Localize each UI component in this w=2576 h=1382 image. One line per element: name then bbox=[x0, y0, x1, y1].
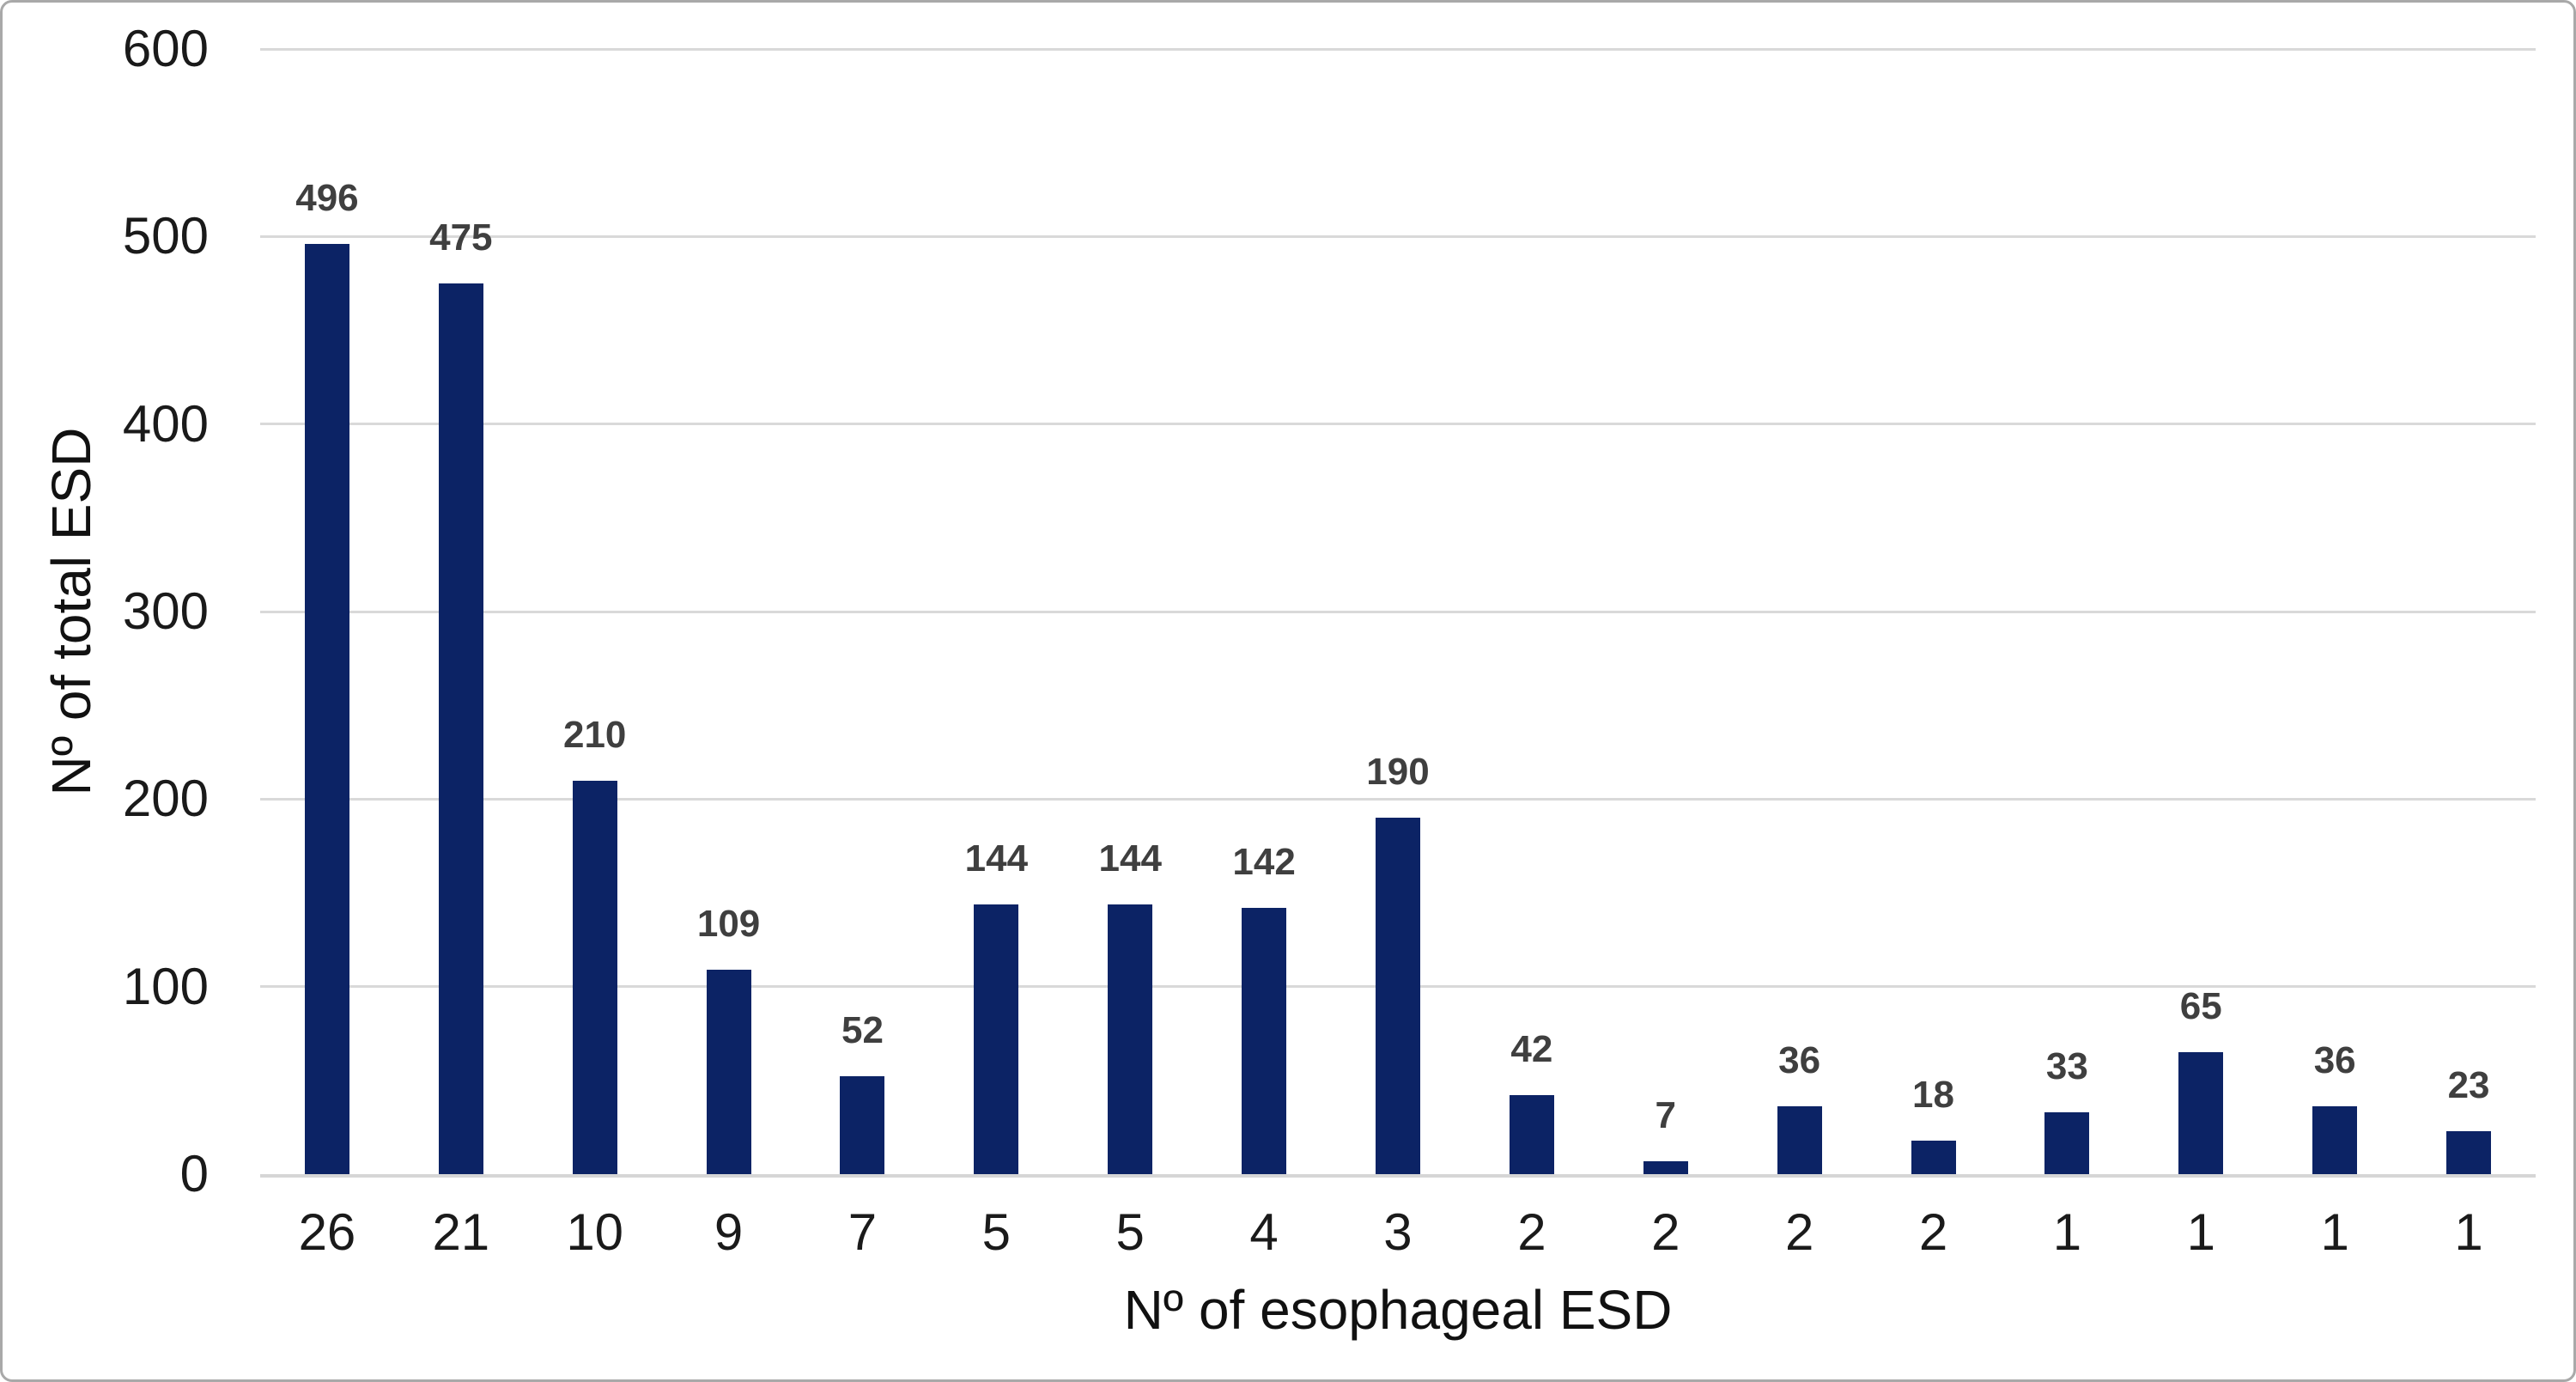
gridline bbox=[260, 797, 2536, 801]
bar bbox=[572, 780, 617, 1174]
y-tick-label: 500 bbox=[122, 207, 209, 265]
x-tick-label: 4 bbox=[1249, 1203, 1279, 1261]
bar-value-label: 210 bbox=[562, 713, 627, 756]
x-tick-label: 1 bbox=[2320, 1203, 2349, 1261]
y-tick-label: 200 bbox=[122, 770, 209, 828]
bar-value-label: 36 bbox=[2313, 1039, 2356, 1082]
bar-value-label: 496 bbox=[295, 177, 359, 220]
y-tick-label: 300 bbox=[122, 582, 209, 640]
bar bbox=[304, 244, 349, 1174]
bar bbox=[1643, 1160, 1688, 1174]
bar-value-label: 65 bbox=[2179, 985, 2222, 1028]
bar bbox=[1777, 1106, 1822, 1174]
y-tick-label: 400 bbox=[122, 394, 209, 453]
bar-value-label: 109 bbox=[696, 903, 761, 946]
bar-value-label: 42 bbox=[1510, 1028, 1553, 1071]
bar bbox=[974, 904, 1019, 1174]
bar-value-label: 36 bbox=[1778, 1039, 1821, 1082]
y-tick-label: 0 bbox=[179, 1145, 209, 1202]
bar bbox=[2044, 1111, 2090, 1174]
bar-value-label: 18 bbox=[1912, 1073, 1954, 1116]
x-tick-label: 2 bbox=[1651, 1203, 1680, 1261]
gridline bbox=[260, 47, 2536, 51]
bar-value-label: 144 bbox=[1098, 837, 1162, 880]
x-tick-label: 9 bbox=[714, 1203, 744, 1261]
x-axis-baseline bbox=[260, 1174, 2536, 1178]
x-tick-label: 2 bbox=[1784, 1203, 1814, 1261]
bar-value-label: 7 bbox=[1655, 1093, 1676, 1136]
gridline bbox=[260, 610, 2536, 613]
bar-value-label: 33 bbox=[2045, 1044, 2088, 1087]
bar bbox=[840, 1076, 885, 1174]
x-tick-label: 10 bbox=[566, 1203, 624, 1261]
y-tick-label: 600 bbox=[122, 20, 209, 77]
x-tick-label: 1 bbox=[2454, 1203, 2483, 1261]
bar bbox=[1108, 904, 1153, 1174]
x-tick-label: 7 bbox=[848, 1203, 878, 1261]
bar-value-label: 52 bbox=[841, 1009, 884, 1052]
bar bbox=[706, 970, 751, 1174]
bar-value-label: 475 bbox=[429, 216, 493, 259]
bar bbox=[1242, 907, 1287, 1174]
bar bbox=[1509, 1095, 1554, 1174]
bar bbox=[2446, 1130, 2492, 1174]
y-tick-label: 100 bbox=[122, 957, 209, 1015]
bar-value-label: 190 bbox=[1366, 751, 1430, 794]
bar-value-label: 23 bbox=[2447, 1063, 2490, 1106]
bar-value-label: 142 bbox=[1232, 840, 1296, 883]
x-tick-label: 1 bbox=[2052, 1203, 2082, 1261]
gridline bbox=[260, 234, 2536, 238]
x-tick-label: 2 bbox=[1918, 1203, 1948, 1261]
bar-value-label: 144 bbox=[964, 837, 1029, 880]
x-tick-label: 1 bbox=[2186, 1203, 2215, 1261]
bar bbox=[1911, 1140, 1956, 1174]
bar bbox=[2178, 1052, 2224, 1174]
x-tick-label: 5 bbox=[981, 1203, 1012, 1261]
x-axis-title: Nº of esophageal ESD bbox=[1123, 1279, 1673, 1341]
bar bbox=[438, 283, 483, 1174]
x-tick-label: 2 bbox=[1517, 1203, 1546, 1261]
x-tick-label: 26 bbox=[298, 1203, 356, 1261]
x-tick-label: 3 bbox=[1383, 1203, 1413, 1261]
gridline bbox=[260, 423, 2536, 426]
x-tick-label: 5 bbox=[1115, 1203, 1145, 1261]
bar bbox=[1376, 818, 1420, 1174]
x-tick-label: 21 bbox=[432, 1203, 490, 1261]
plot-area: 496 475 210 109 52 144 144 142 190 42 7 36 18 33 65 36 2… bbox=[260, 47, 2536, 1178]
bar bbox=[2312, 1106, 2358, 1174]
